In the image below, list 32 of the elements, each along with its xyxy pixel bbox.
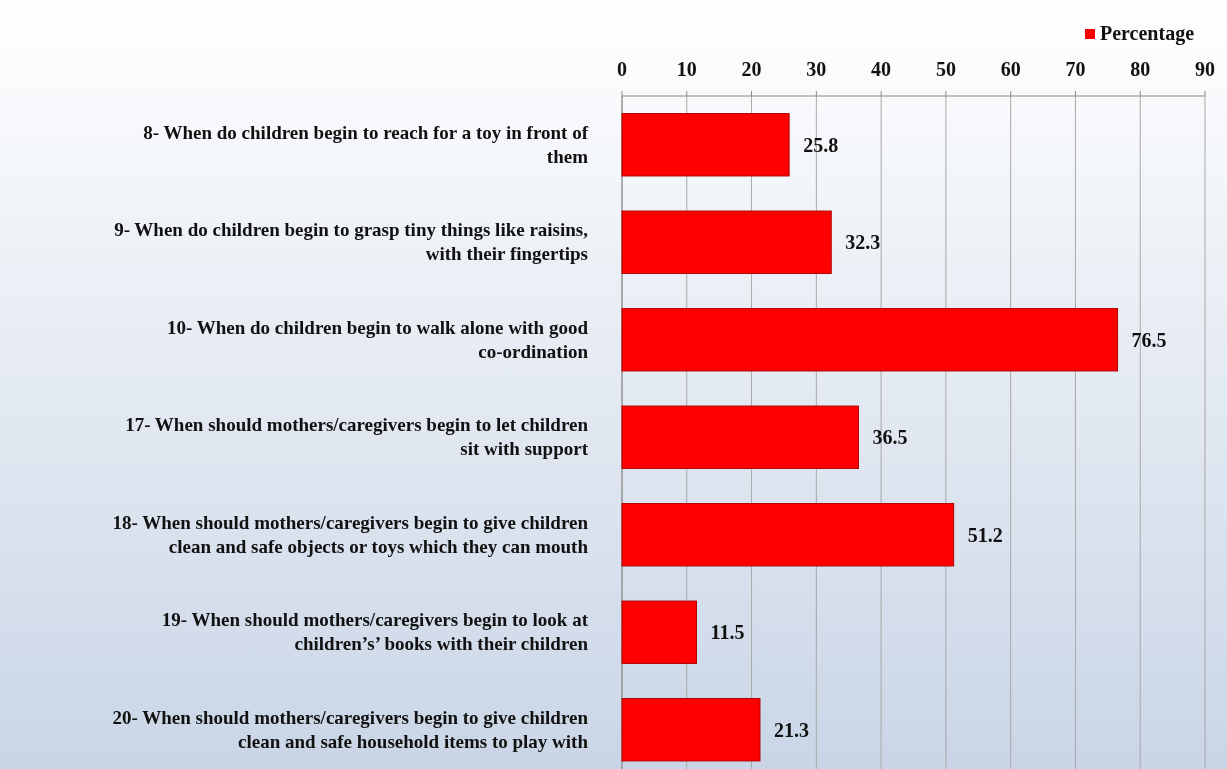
data-label: 25.8 [803,133,839,156]
x-tick-label: 40 [871,58,892,80]
data-label: 32.3 [845,231,881,254]
data-label: 11.5 [710,621,745,644]
x-tick-label: 90 [1195,58,1215,80]
bar [621,600,697,664]
bar [621,210,832,274]
x-tick-label: 30 [806,58,827,80]
bar [621,113,790,177]
bar [621,308,1119,372]
y-tick-label: 20- When should mothers/caregivers begin to give children clean and safe household items to play with [112,706,589,752]
text: Percentage [1100,22,1195,45]
x-tick-label: 60 [1000,58,1021,80]
data-label: 21.3 [773,718,809,741]
y-tick-label: 18- When should mothers/caregivers begin to give children clean and safe objects or toys which they can mouth [112,511,589,557]
x-tick-label: 50 [935,58,956,80]
bar [621,503,955,567]
x-tick-label: 70 [1065,58,1086,80]
data-label: 51.2 [967,523,1003,546]
x-tick-label: 80 [1130,58,1151,80]
bar [621,405,859,469]
x-tick-label: 10 [676,58,697,80]
x-tick-label: 0 [617,58,627,80]
data-label: 76.5 [1131,328,1167,351]
y-tick-label: 17- When should mothers/caregivers begin to let children sit with support [125,414,589,460]
bar [621,698,761,762]
y-tick-label: 8- When do children begin to reach for a toy in front of them [143,121,589,167]
y-tick-label: 9- When do children begin to grasp tiny things like raisins, with their fingertips [114,219,589,265]
y-tick-label: 10- When do children begin to walk alone with good co-ordination [166,316,589,362]
y-tick-label: 19- When should mothers/caregivers begin to look at children’s’ books with their children [161,609,589,655]
x-tick-label: 20 [741,58,762,80]
data-label: 36.5 [872,426,908,449]
